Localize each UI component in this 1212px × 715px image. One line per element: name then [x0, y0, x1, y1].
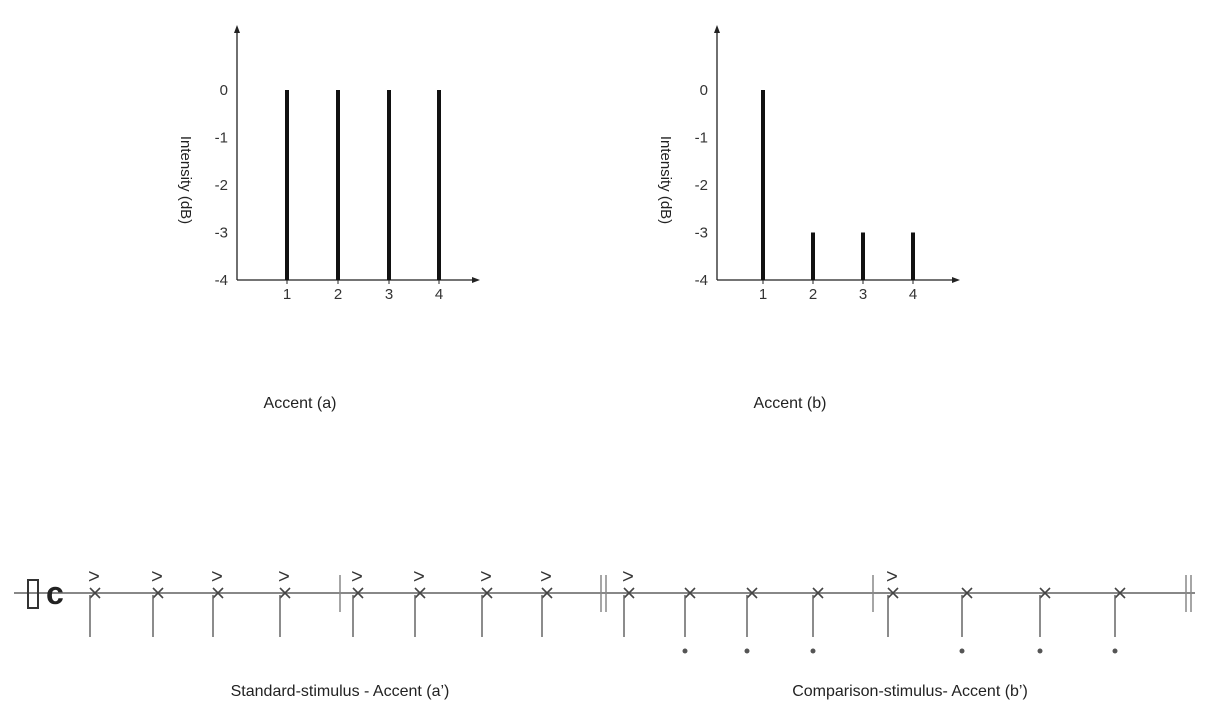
notehead: [746, 587, 758, 599]
time-signature: c: [46, 575, 64, 611]
bar-1: [761, 90, 765, 280]
accent-mark: >: [88, 566, 100, 588]
note: [1037, 587, 1051, 654]
x-tick-label: 4: [909, 286, 917, 303]
x-tick-label: 3: [385, 286, 393, 303]
bar-2: [811, 232, 815, 280]
notehead: [212, 587, 224, 599]
note: >: [886, 566, 899, 637]
staccato-dot: [744, 648, 750, 654]
y-tick-label: -3: [695, 225, 708, 242]
y-tick-label: 0: [220, 82, 228, 99]
accent-mark: >: [151, 566, 163, 588]
notehead: [541, 587, 553, 599]
accent-mark: >: [413, 566, 425, 588]
y-axis-label: Intensity (dB): [657, 136, 674, 224]
accent-mark: >: [622, 566, 634, 588]
x-tick-label: 2: [809, 286, 817, 303]
bar-3: [387, 90, 391, 280]
caption-accent-a: Accent (a): [263, 395, 337, 412]
y-tick-label: 0: [700, 82, 708, 99]
caption-comparison-stimulus: Comparison-stimulus- Accent (b’): [792, 683, 1028, 700]
note: [810, 587, 824, 654]
note: >: [351, 566, 364, 637]
chart-a: 0 -1 -2 -3 -4 Intensity (dB) 1 2 3 4: [177, 25, 480, 303]
note: >: [622, 566, 635, 637]
notehead: [812, 587, 824, 599]
notehead: [352, 587, 364, 599]
note: [959, 587, 973, 654]
x-axis-arrow: [472, 277, 480, 283]
chart-b: 0 -1 -2 -3 -4 Intensity (dB) 1 2 3 4: [657, 25, 960, 303]
y-tick-label: -2: [215, 177, 228, 194]
bar-4: [437, 90, 441, 280]
bar-1: [285, 90, 289, 280]
charts-canvas: 0 -1 -2 -3 -4 Intensity (dB) 1 2 3 4 0 -1 -2 -3 -4 Inte…: [177, 25, 960, 303]
staccato-dot: [1037, 648, 1043, 654]
y-tick-label: -1: [695, 130, 708, 147]
note: >: [278, 566, 291, 637]
notehead: [1039, 587, 1051, 599]
bar-3: [861, 232, 865, 280]
y-tick-label: -4: [215, 272, 228, 289]
staccato-dot: [810, 648, 816, 654]
percussion-clef: [27, 579, 39, 609]
x-tick-label: 1: [283, 286, 291, 303]
bar-4: [911, 232, 915, 280]
notehead: [623, 587, 635, 599]
x-axis-arrow: [952, 277, 960, 283]
notehead: [961, 587, 973, 599]
notehead: [152, 587, 164, 599]
note: [1112, 587, 1126, 654]
bar-2: [336, 90, 340, 280]
y-tick-label: -2: [695, 177, 708, 194]
notehead: [1114, 587, 1126, 599]
accent-mark: >: [886, 566, 898, 588]
note: >: [211, 566, 224, 637]
staccato-dot: [1112, 648, 1118, 654]
y-tick-label: -4: [695, 272, 708, 289]
staccato-dot: [959, 648, 965, 654]
notehead: [89, 587, 101, 599]
caption-accent-b: Accent (b): [753, 395, 827, 412]
y-axis-arrow: [234, 25, 240, 33]
notehead: [481, 587, 493, 599]
notehead: [887, 587, 899, 599]
notehead: [414, 587, 426, 599]
notehead: [684, 587, 696, 599]
staccato-dot: [682, 648, 688, 654]
accent-mark: >: [540, 566, 552, 588]
note: >: [413, 566, 426, 637]
accent-mark: >: [278, 566, 290, 588]
note: >: [88, 566, 101, 637]
y-tick-label: -3: [215, 225, 228, 242]
notehead: [279, 587, 291, 599]
note: >: [540, 566, 553, 637]
accent-mark: >: [480, 566, 492, 588]
y-tick-label: -1: [215, 130, 228, 147]
rhythm-notation: c > > > > > > > > > >: [14, 566, 1195, 654]
note: [744, 587, 758, 654]
x-tick-label: 1: [759, 286, 767, 303]
accent-mark: >: [351, 566, 363, 588]
x-tick-label: 4: [435, 286, 443, 303]
x-tick-label: 2: [334, 286, 342, 303]
y-axis-label: Intensity (dB): [177, 136, 194, 224]
note: >: [151, 566, 164, 637]
accent-mark: >: [211, 566, 223, 588]
y-axis-arrow: [714, 25, 720, 33]
x-tick-label: 3: [859, 286, 867, 303]
note: >: [480, 566, 493, 637]
caption-standard-stimulus: Standard-stimulus - Accent (a’): [230, 683, 450, 700]
note: [682, 587, 696, 654]
